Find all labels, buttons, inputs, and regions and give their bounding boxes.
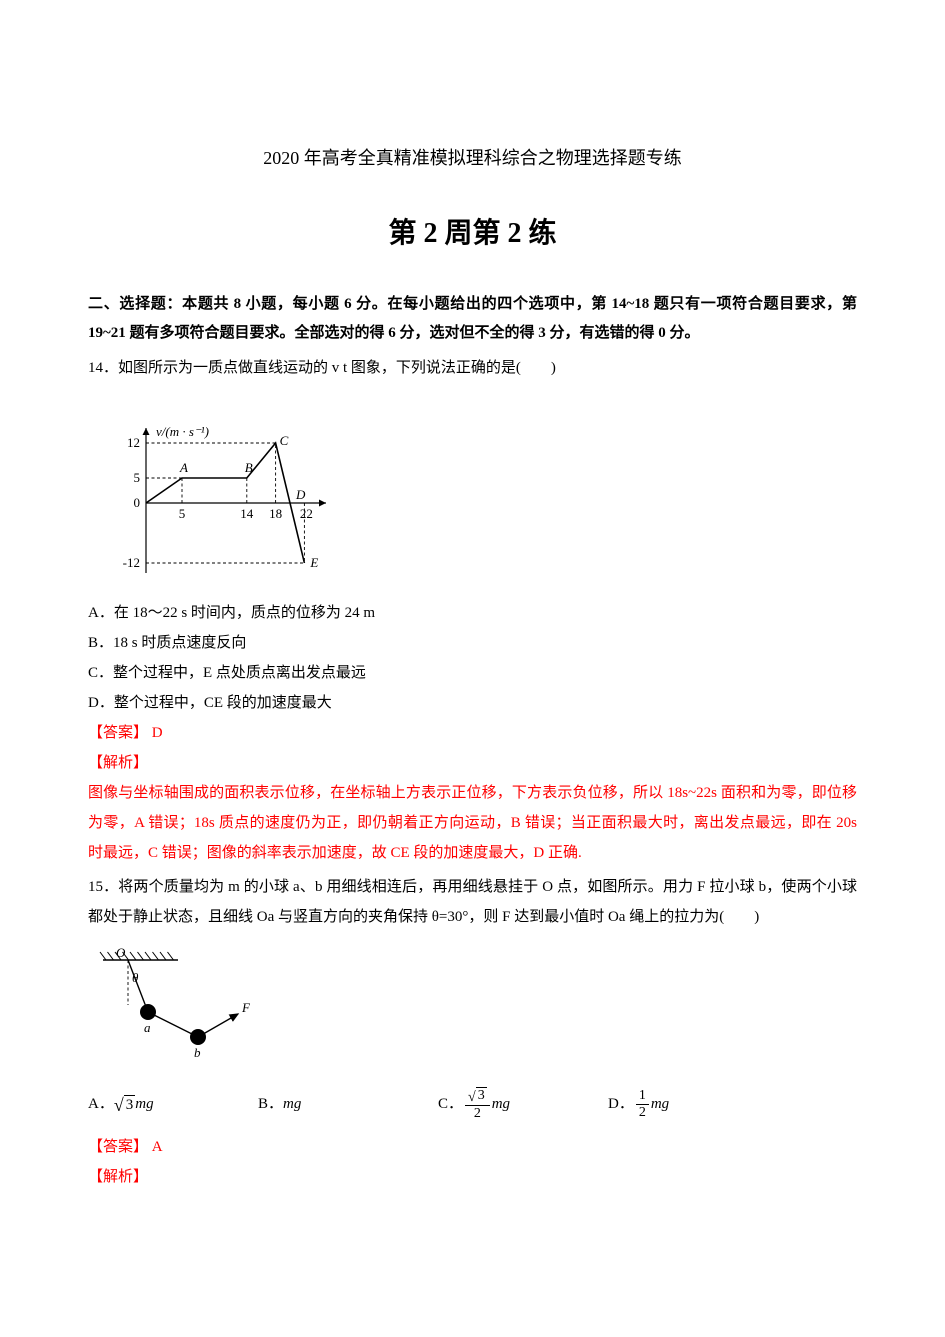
q15-figure: Oθ Fa b: [98, 942, 857, 1073]
svg-text:v/(m · s⁻¹): v/(m · s⁻¹): [156, 424, 209, 439]
main-title: 第 2 周第 2 练: [88, 206, 857, 262]
fraction: √3 2: [465, 1087, 490, 1122]
opt-prefix: A．: [88, 1089, 114, 1119]
svg-text:a: a: [144, 1020, 151, 1035]
mg: mg: [135, 1089, 153, 1119]
mg: mg: [651, 1089, 669, 1119]
q15-option-c: C． √3 2 mg: [438, 1087, 608, 1122]
svg-text:C: C: [280, 433, 289, 448]
answer-label-text: 【答案】: [88, 725, 148, 741]
opt-prefix: D．: [608, 1089, 634, 1119]
opt-prefix: C．: [438, 1089, 463, 1119]
svg-text:θ: θ: [132, 970, 139, 985]
sqrt-icon: √3: [468, 1087, 487, 1105]
svg-text:12: 12: [127, 435, 140, 450]
denominator: 2: [471, 1106, 484, 1121]
q14-explanation-label: 【解析】: [88, 748, 857, 778]
opt-prefix: B．: [258, 1089, 283, 1119]
svg-text:E: E: [309, 555, 318, 570]
mg: mg: [492, 1089, 510, 1119]
q15-explanation-label: 【解析】: [88, 1162, 857, 1192]
svg-text:A: A: [179, 460, 188, 475]
svg-text:D: D: [295, 487, 306, 502]
q15-option-b: B． mg: [258, 1089, 438, 1119]
q14-figure: 1250-125141822v/(m · s⁻¹)t/sABCDE: [98, 393, 857, 584]
answer-label-text: 【答案】: [88, 1139, 148, 1155]
numerator: √3: [465, 1087, 490, 1106]
q15-option-a: A． √3 mg: [88, 1089, 258, 1119]
q14-option-b: B．18 s 时质点速度反向: [88, 628, 857, 658]
q15-stem: 15．将两个质量均为 m 的小球 a、b 用细线相连后，再用细线悬挂于 O 点，…: [88, 872, 857, 932]
mg: mg: [283, 1089, 301, 1119]
svg-text:5: 5: [179, 506, 186, 521]
instructions: 二、选择题：本题共 8 小题，每小题 6 分。在每小题给出的四个选项中，第 14…: [88, 290, 857, 347]
svg-text:0: 0: [134, 495, 141, 510]
q15-options: A． √3 mg B． mg C． √3 2 mg D． 1 2 mg: [88, 1087, 857, 1122]
answer-value: A: [152, 1139, 163, 1155]
svg-text:18: 18: [269, 506, 282, 521]
radicand: 3: [124, 1095, 136, 1114]
svg-text:B: B: [245, 460, 253, 475]
radicand: 3: [476, 1087, 487, 1105]
q14-explanation-body: 图像与坐标轴围成的面积表示位移，在坐标轴上方表示正位移，下方表示负位移，所以 1…: [88, 778, 857, 868]
svg-text:-12: -12: [123, 555, 140, 570]
denominator: 2: [636, 1105, 649, 1120]
q14-option-a: A．在 18～22 s 时间内，质点的位移为 24 m: [88, 598, 857, 628]
q14-answer: 【答案】 D: [88, 718, 857, 748]
q15-option-d: D． 1 2 mg: [608, 1088, 778, 1120]
q14-option-c: C．整个过程中，E 点处质点离出发点最远: [88, 658, 857, 688]
q14-stem: 14．如图所示为一质点做直线运动的 v t 图象，下列说法正确的是( ): [88, 353, 857, 383]
fraction: 1 2: [636, 1088, 649, 1120]
svg-text:14: 14: [240, 506, 254, 521]
sqrt-icon: √3: [114, 1095, 135, 1114]
svg-text:5: 5: [134, 470, 141, 485]
q15-answer: 【答案】 A: [88, 1132, 857, 1162]
svg-text:22: 22: [300, 506, 313, 521]
numerator: 1: [636, 1088, 649, 1104]
q14-option-d: D．整个过程中，CE 段的加速度最大: [88, 688, 857, 718]
answer-value: D: [152, 725, 163, 741]
super-title: 2020 年高考全真精准模拟理科综合之物理选择题专练: [88, 140, 857, 176]
svg-text:O: O: [116, 945, 126, 960]
svg-text:b: b: [194, 1045, 201, 1060]
svg-text:F: F: [241, 1000, 251, 1015]
